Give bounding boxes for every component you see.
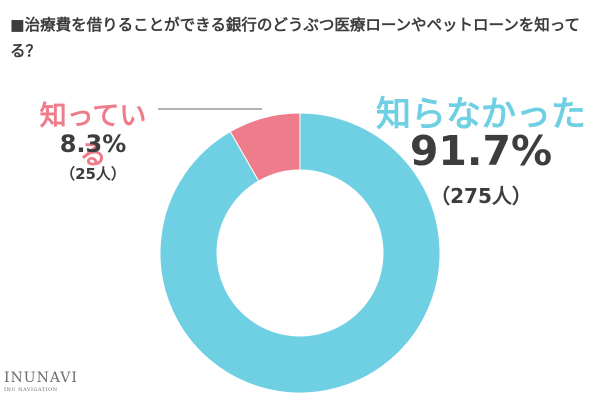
unknown-count: （275人） xyxy=(430,184,532,208)
known-label: 知っている xyxy=(39,101,147,171)
known-percentage: 8.3% xyxy=(59,130,127,158)
slice-known xyxy=(229,112,301,182)
chart-title: ■治療費を借りることができる銀行のどうぶつ医療ローンやペットローンを知ってる？ xyxy=(10,16,581,60)
unknown-percentage: 91.7% xyxy=(409,127,553,175)
inunavi-logo: INUNAVI INU NAVIGATION xyxy=(4,370,78,394)
unknown-label: 知らなかった xyxy=(375,95,586,135)
slice-unknown xyxy=(159,112,441,394)
logo-wordmark: INUNAVI xyxy=(4,370,78,386)
known-count: （25人） xyxy=(60,165,126,183)
logo-tagline: INU NAVIGATION xyxy=(4,387,58,393)
